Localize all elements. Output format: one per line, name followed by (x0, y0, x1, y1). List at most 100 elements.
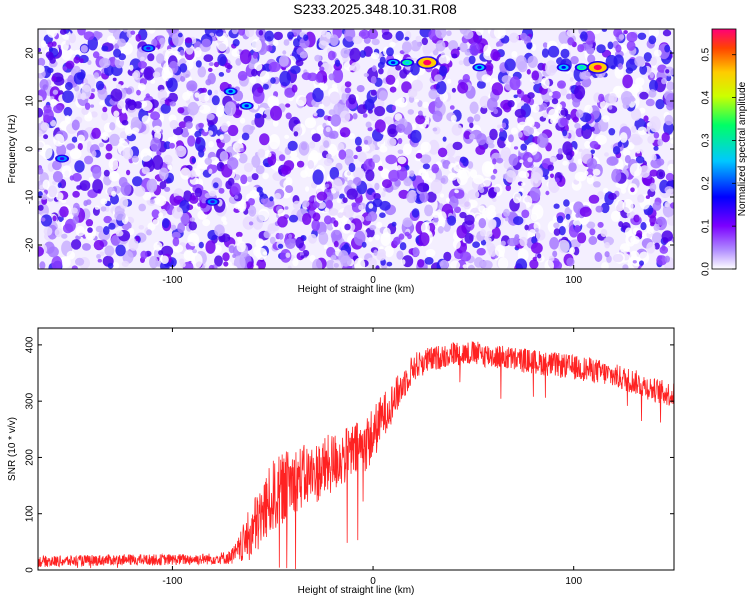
heatmap-cell (530, 172, 542, 188)
heatmap-cell (476, 247, 486, 256)
heatmap-cell (449, 196, 459, 209)
heatmap-cell (259, 70, 270, 83)
y-tick-label: 300 (25, 392, 36, 409)
heatmap-cell (479, 187, 485, 194)
heatmap-cell (464, 214, 475, 226)
heatmap-cell (381, 31, 393, 40)
heatmap-cell (198, 241, 204, 249)
heatmap-cell (352, 35, 363, 45)
heatmap-cell (330, 114, 342, 127)
heatmap-cell (496, 157, 504, 164)
heatmap-cell (541, 77, 550, 89)
heatmap-cell (135, 235, 140, 242)
heatmap-cell (481, 161, 494, 177)
heatmap-cell (319, 83, 328, 91)
heatmap-cell (162, 218, 170, 229)
heatmap-cell (568, 162, 577, 173)
heatmap-cell (508, 153, 519, 166)
heatmap-cell (103, 226, 110, 235)
heatmap-cell (665, 69, 670, 74)
heatmap-cell (540, 102, 548, 111)
heatmap-cell (257, 148, 266, 158)
heatmap-cell (502, 173, 507, 180)
heatmap-cell (647, 135, 655, 144)
heatmap-cell (482, 207, 490, 218)
y-tick-label: 0 (25, 567, 36, 573)
heatmap-cell (507, 100, 515, 108)
heatmap-cell (115, 230, 124, 237)
heatmap-cell (41, 194, 48, 200)
heatmap-cell (661, 132, 670, 143)
heatmap-cell (526, 142, 539, 156)
heatmap-cell (527, 157, 533, 163)
heatmap-cell (505, 170, 517, 183)
heatmap-cell (551, 98, 559, 105)
heatmap-cell (395, 65, 402, 71)
heatmap-cell (337, 212, 344, 219)
heatmap-cell (645, 195, 651, 200)
heatmap-cell (237, 199, 247, 213)
heatmap-cell (90, 111, 98, 118)
heatmap-cell (312, 201, 320, 209)
heatmap-cell (330, 229, 342, 241)
heatmap-cell (478, 218, 487, 229)
heatmap-cell (492, 198, 497, 202)
heatmap-cell (474, 257, 484, 268)
heatmap-cell (370, 89, 377, 96)
heatmap-cell (84, 155, 94, 165)
x-tick-label: 0 (370, 576, 376, 587)
heatmap-cell (526, 69, 531, 75)
heatmap-cell (425, 249, 436, 257)
heatmap-cell (204, 192, 211, 199)
heatmap-cell (547, 164, 554, 171)
heatmap-cell (464, 232, 474, 244)
heatmap-cell (152, 219, 160, 226)
heatmap-cell (513, 146, 519, 150)
heatmap-hotspot-peak (59, 157, 65, 161)
heatmap-cell (43, 226, 53, 236)
heatmap-cell (492, 158, 497, 165)
heatmap-cell (488, 142, 495, 149)
heatmap-cell (387, 137, 397, 147)
heatmap-cell (54, 228, 63, 238)
heatmap-cell (468, 55, 476, 65)
heatmap-cell (563, 199, 570, 207)
heatmap-hotspot-peak (579, 65, 584, 69)
heatmap-cell (256, 259, 266, 269)
heatmap-cell (653, 132, 660, 139)
heatmap-cell (535, 229, 546, 241)
heatmap-cell (331, 83, 338, 89)
heatmap-cell (622, 149, 631, 157)
heatmap-cell (302, 200, 310, 208)
heatmap-cell (236, 236, 243, 243)
heatmap-cell (508, 134, 514, 143)
heatmap-cell (122, 147, 134, 160)
heatmap-cell (64, 116, 72, 124)
heatmap-cell (574, 171, 587, 182)
heatmap-cell (652, 201, 662, 211)
heatmap-cell (91, 127, 101, 139)
heatmap-cell (97, 258, 103, 263)
heatmap-cell (187, 135, 196, 147)
heatmap-cell (329, 167, 340, 180)
heatmap-cell (333, 240, 339, 248)
heatmap-cell (459, 251, 472, 262)
heatmap-cell (409, 170, 415, 177)
heatmap-cell (96, 254, 101, 259)
heatmap-cell (323, 158, 333, 167)
heatmap-cell (625, 67, 634, 74)
heatmap-cell (531, 236, 538, 245)
heatmap-cell (391, 105, 396, 111)
heatmap-cell (316, 191, 328, 201)
heatmap-cell (133, 70, 141, 80)
heatmap-cell (417, 259, 425, 268)
heatmap-cell (100, 198, 108, 205)
heatmap-cell (420, 141, 432, 153)
heatmap-cell (41, 144, 53, 160)
heatmap-cell (649, 116, 661, 133)
heatmap-cell (292, 200, 301, 210)
heatmap-cell (231, 48, 240, 58)
heatmap-cell (204, 126, 209, 133)
heatmap-cell (83, 31, 95, 41)
heatmap-cell (367, 29, 379, 40)
